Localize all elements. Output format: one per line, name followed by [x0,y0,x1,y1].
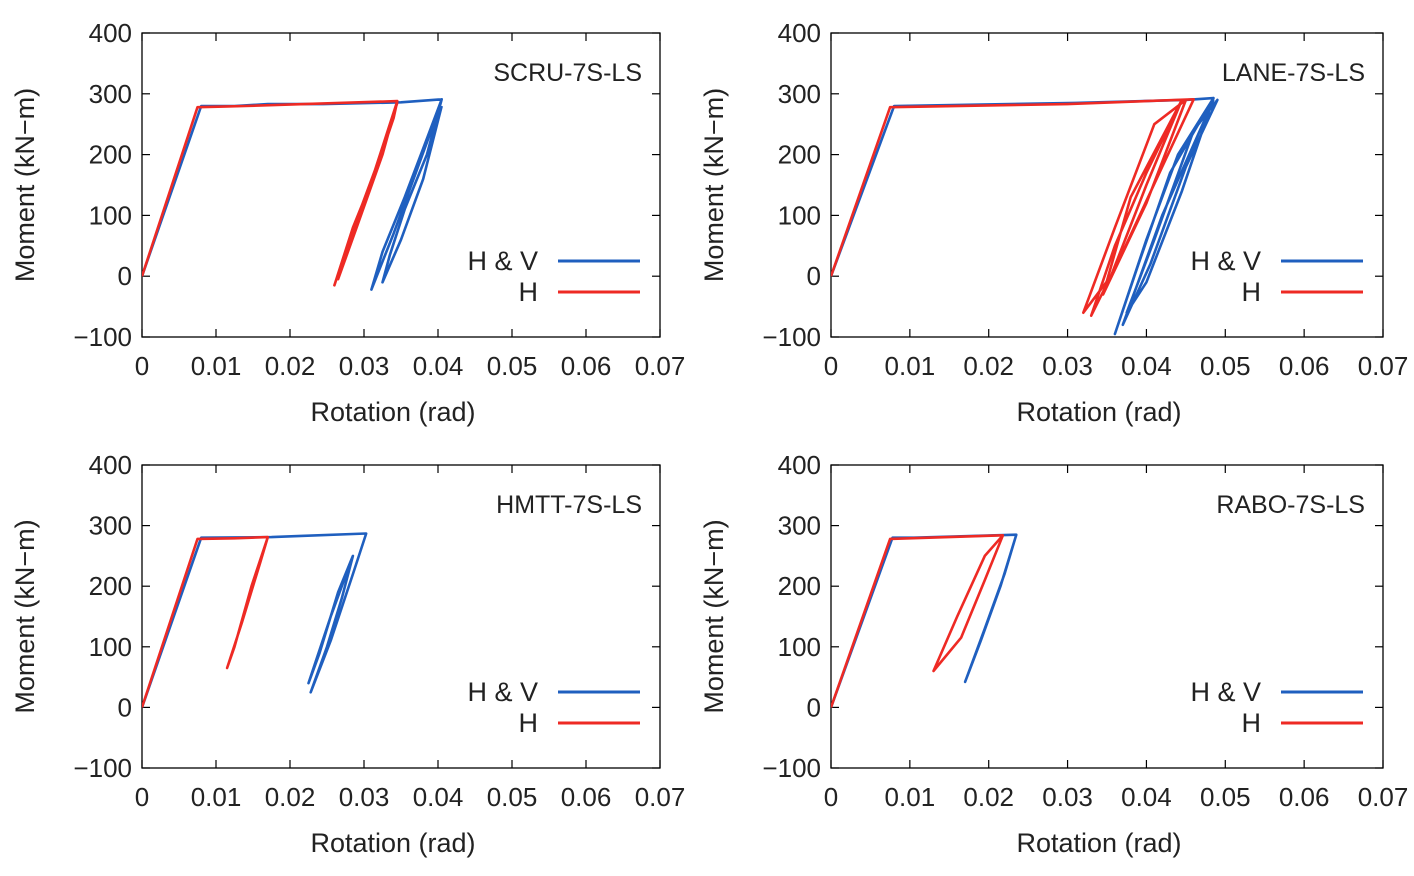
x-tick-label: 0.01 [885,351,936,381]
legend-label: H [519,708,539,738]
y-tick-label: −100 [73,753,132,783]
series-line-h-and-v [831,96,1219,336]
x-tick-label: 0.01 [191,782,242,812]
y-tick-label: 200 [89,571,132,601]
y-tick-label: 200 [778,571,821,601]
legend-label: H [1242,708,1262,738]
y-axis-label: Moment (kN−m) [10,519,40,713]
legend-label: H & V [1190,246,1261,276]
legend-label: H [1242,277,1262,307]
x-tick-label: 0.06 [561,782,612,812]
legend-label: H [519,277,539,307]
panel-label: RABO-7S-LS [1216,491,1365,519]
x-tick-label: 0.01 [885,782,936,812]
x-tick-label: 0.02 [963,782,1014,812]
x-tick-label: 0.02 [265,351,316,381]
x-tick-label: 0.03 [1042,782,1093,812]
x-tick-label: 0.03 [339,351,390,381]
y-tick-label: 300 [778,79,821,109]
x-tick-label: 0.06 [1279,782,1330,812]
y-tick-label: 100 [778,200,821,230]
y-tick-label: 400 [89,450,132,480]
y-axis-label: Moment (kN−m) [699,88,729,282]
series-line-h-and-v [142,98,443,291]
y-tick-label: 300 [89,79,132,109]
y-tick-label: 400 [89,18,132,48]
series-line-h [831,98,1195,317]
y-axis-label: Moment (kN−m) [699,519,729,713]
y-tick-label: 100 [89,632,132,662]
legend-label: H & V [467,246,538,276]
panel-label: LANE-7S-LS [1222,59,1365,87]
x-tick-label: 0.04 [413,351,464,381]
x-tick-label: 0.05 [1200,782,1251,812]
y-tick-label: 300 [778,511,821,541]
x-tick-label: 0.05 [487,351,538,381]
x-tick-label: 0.02 [963,351,1014,381]
x-tick-label: 0 [135,351,149,381]
x-tick-label: 0.05 [487,782,538,812]
x-tick-label: 0.05 [1200,351,1251,381]
panel-label: HMTT-7S-LS [496,491,642,519]
y-tick-label: 0 [118,692,132,722]
legend-label: H & V [467,677,538,707]
x-tick-label: 0.06 [561,351,612,381]
y-tick-label: −100 [762,322,821,352]
x-axis-label: Rotation (rad) [1016,828,1181,858]
x-tick-label: 0.02 [265,782,316,812]
y-tick-label: 400 [778,18,821,48]
x-tick-label: 0.04 [413,782,464,812]
x-tick-label: 0.01 [191,351,242,381]
x-tick-label: 0.07 [635,351,686,381]
x-tick-label: 0 [135,782,149,812]
x-tick-label: 0.06 [1279,351,1330,381]
y-axis-label: Moment (kN−m) [10,88,40,282]
y-tick-label: 0 [807,692,821,722]
x-tick-label: 0.04 [1121,351,1172,381]
x-tick-label: 0 [824,782,838,812]
y-tick-label: −100 [762,753,821,783]
y-tick-label: 200 [778,140,821,170]
y-tick-label: 0 [807,261,821,291]
x-tick-label: 0.07 [1358,782,1409,812]
plot-frame [141,32,661,338]
x-tick-label: 0.04 [1121,782,1172,812]
plot-frame [830,464,1384,769]
panel-label: SCRU-7S-LS [493,59,642,87]
y-tick-label: −100 [73,322,132,352]
series-line-h-and-v [831,533,1018,708]
series-line-h [142,535,270,708]
x-tick-label: 0.07 [1358,351,1409,381]
y-tick-label: 0 [118,261,132,291]
y-tick-label: 100 [89,200,132,230]
series-line-h-and-v [142,532,368,708]
series-line-h [142,99,399,287]
series-line-h [831,534,1005,708]
x-axis-label: Rotation (rad) [310,828,475,858]
x-axis-label: Rotation (rad) [310,397,475,427]
plot-frame [830,32,1384,338]
legend-label: H & V [1190,677,1261,707]
plot-frame [141,464,661,769]
y-tick-label: 400 [778,450,821,480]
x-tick-label: 0.07 [635,782,686,812]
x-tick-label: 0 [824,351,838,381]
x-tick-label: 0.03 [339,782,390,812]
y-tick-label: 300 [89,511,132,541]
y-tick-label: 100 [778,632,821,662]
y-tick-label: 200 [89,140,132,170]
x-tick-label: 0.03 [1042,351,1093,381]
x-axis-label: Rotation (rad) [1016,397,1181,427]
